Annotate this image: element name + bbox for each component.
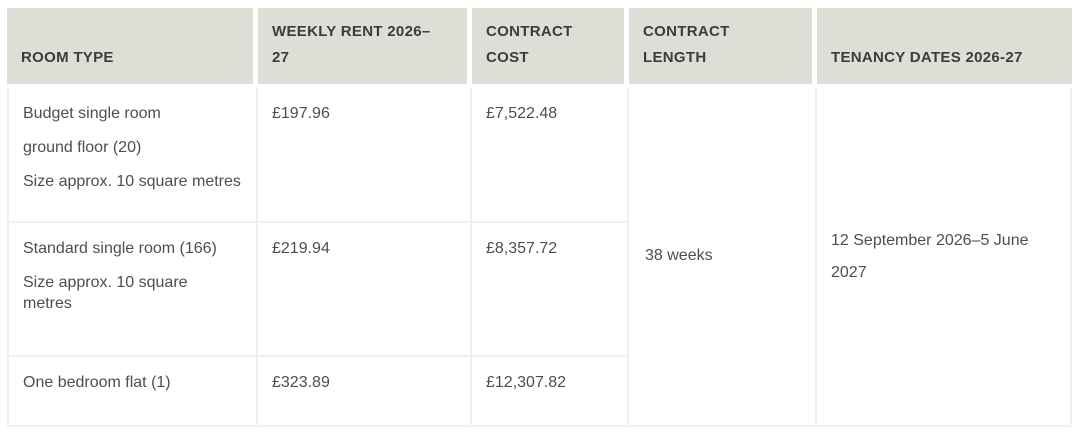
room-type-line: Standard single room (166) — [23, 240, 217, 257]
table-header-row: ROOM TYPE WEEKLY RENT 2026–27 CONTRACT C… — [7, 8, 1072, 84]
contract-cost-value: £8,357.72 — [486, 240, 558, 257]
column-header-tenancy-dates-label: TENANCY DATES 2026-27 — [831, 48, 1023, 66]
room-type-line: One bedroom flat (1) — [23, 374, 171, 391]
cell-tenancy-dates: 12 September 2026–5 June 2027 — [817, 88, 1072, 427]
tenancy-dates-value: 12 September 2026–5 June 2027 — [831, 231, 1029, 281]
cell-weekly-rent-standard-single: £219.94 — [258, 223, 472, 357]
column-header-contract-cost: CONTRACT COST — [472, 8, 624, 84]
contract-cost-value: £7,522.48 — [486, 105, 558, 122]
cell-contract-cost-one-bedroom-flat: £12,307.82 — [472, 357, 629, 427]
column-header-weekly-rent: WEEKLY RENT 2026–27 — [258, 8, 467, 84]
contract-cost-value: £12,307.82 — [486, 374, 567, 391]
cell-contract-cost-budget-single: £7,522.48 — [472, 88, 629, 223]
room-type-line: ground floor (20) — [23, 138, 142, 156]
cell-weekly-rent-budget-single: £197.96 — [258, 88, 472, 223]
cell-room-type-budget-single: Budget single room ground floor (20) Siz… — [7, 88, 258, 223]
column-header-contract-cost-label: CONTRACT COST — [486, 22, 573, 66]
column-header-weekly-rent-label: WEEKLY RENT 2026–27 — [272, 22, 431, 66]
weekly-rent-value: £197.96 — [272, 105, 330, 122]
room-type-line: Size approx. 10 square metres — [23, 172, 241, 190]
room-type-line: Budget single room — [23, 105, 161, 122]
room-type-line: Size approx. 10 square metres — [23, 273, 188, 312]
cell-contract-cost-standard-single: £8,357.72 — [472, 223, 629, 357]
table-body: Budget single room ground floor (20) Siz… — [7, 88, 1072, 427]
column-header-room-type-label: ROOM TYPE — [21, 48, 114, 66]
weekly-rent-value: £219.94 — [272, 240, 330, 257]
column-header-room-type: ROOM TYPE — [7, 8, 253, 84]
cell-contract-length: 38 weeks — [629, 88, 817, 427]
column-header-contract-length: CONTRACT LENGTH — [629, 8, 812, 84]
column-header-tenancy-dates: TENANCY DATES 2026-27 — [817, 8, 1072, 84]
cell-weekly-rent-one-bedroom-flat: £323.89 — [258, 357, 472, 427]
weekly-rent-value: £323.89 — [272, 374, 330, 391]
contract-length-value: 38 weeks — [645, 247, 713, 265]
cell-room-type-standard-single: Standard single room (166) Size approx. … — [7, 223, 258, 357]
cell-room-type-one-bedroom-flat: One bedroom flat (1) — [7, 357, 258, 427]
room-pricing-table: ROOM TYPE WEEKLY RENT 2026–27 CONTRACT C… — [7, 8, 1072, 427]
column-header-contract-length-label: CONTRACT LENGTH — [643, 22, 730, 66]
